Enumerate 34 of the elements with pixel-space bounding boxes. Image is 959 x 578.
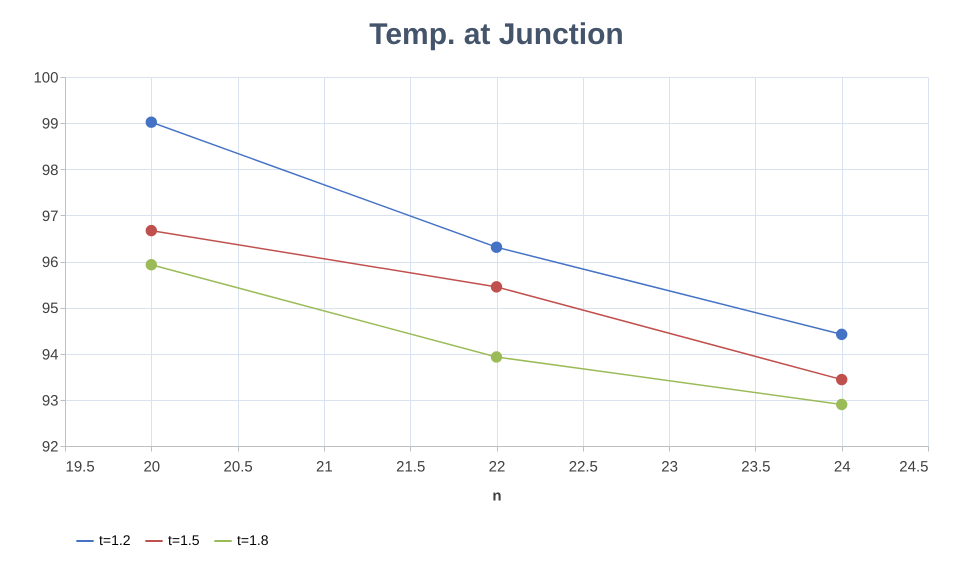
point [490,281,502,293]
y-tick-label: 99 [42,116,58,133]
x-tick-label: 23.5 [741,458,770,476]
y-tick-label: 97 [42,208,58,225]
y-tick-label: 98 [42,162,58,179]
y-tick-label: 96 [42,254,58,271]
x-tick-label: 22 [488,458,506,476]
point [146,259,157,270]
x-tick-label: 21.5 [396,458,426,476]
legend-label: t=1.2 [99,532,131,548]
x-tick-label: 22.5 [568,458,598,476]
point [490,242,502,253]
point [836,398,848,410]
point [490,351,502,363]
point [146,116,157,128]
x-tick-label: 24 [834,458,851,476]
point [836,328,848,340]
x-axis-title: n [492,488,502,504]
x-tick-label: 21 [316,458,333,476]
x-tick-label: 24.5 [899,458,928,476]
chart-title: Temp. at Junction [369,18,624,51]
legend-label: t=1.5 [168,532,200,548]
point [836,374,848,386]
y-tick-label: 94 [42,346,58,364]
point [146,224,157,236]
x-tick-label: 20 [143,458,160,476]
y-tick-label: 93 [42,392,58,410]
y-tick-label: 100 [33,70,58,86]
x-tick-label: 20.5 [224,458,253,476]
y-tick-label: 95 [42,300,58,318]
x-tick-label: 19.5 [66,458,95,476]
y-tick-label: 92 [42,438,58,456]
x-tick-label: 23 [661,458,678,476]
legend-label: t=1.8 [237,532,269,548]
